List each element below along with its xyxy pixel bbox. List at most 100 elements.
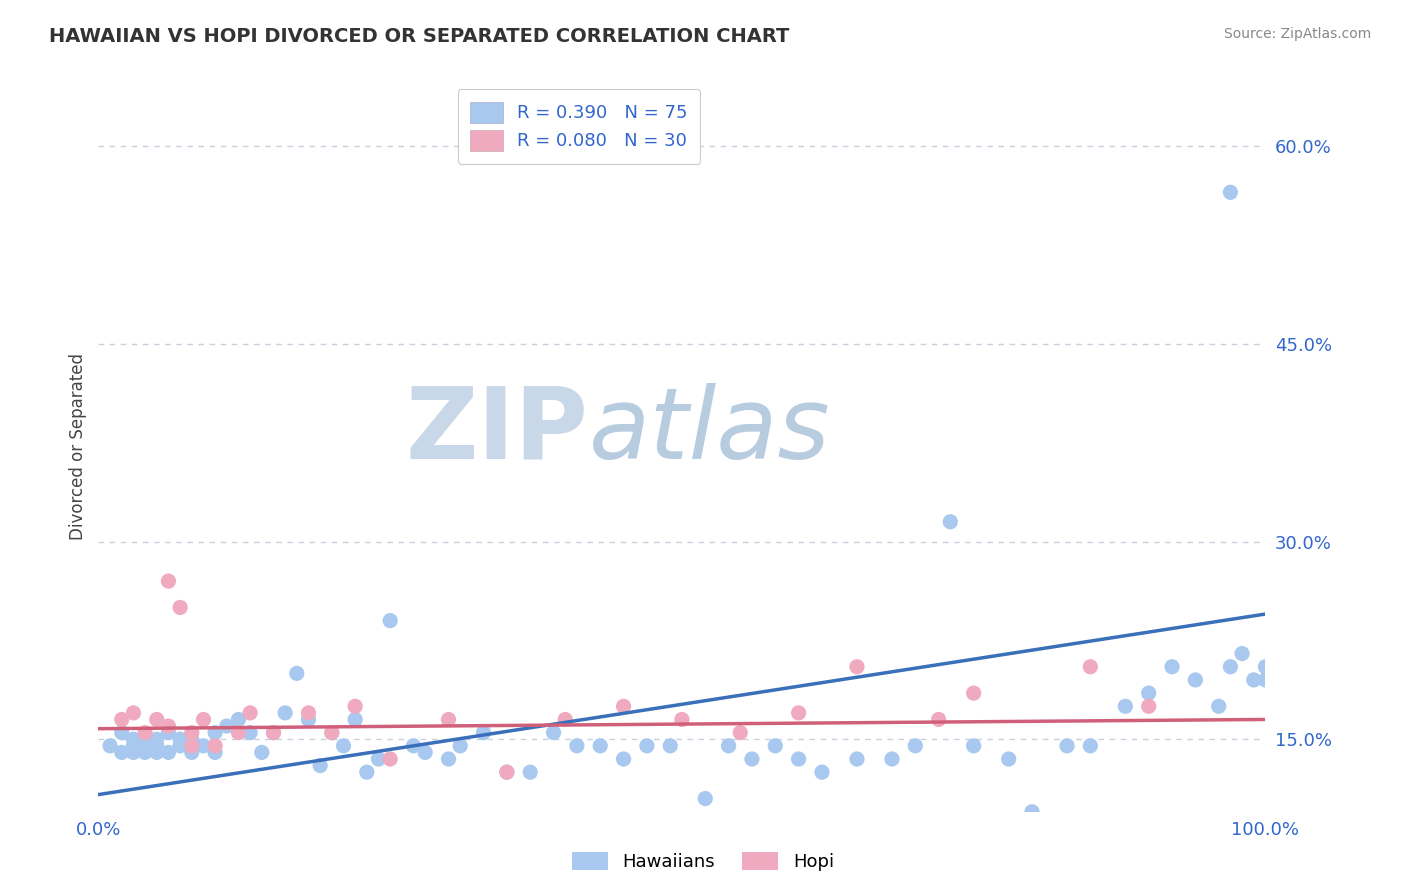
- Point: [228, 713, 250, 727]
- Point: [1137, 686, 1160, 700]
- Point: [297, 713, 319, 727]
- Point: [98, 739, 121, 753]
- Point: [811, 765, 834, 780]
- Point: [1219, 186, 1241, 200]
- Point: [239, 706, 262, 720]
- Point: [1184, 673, 1206, 687]
- Point: [274, 706, 297, 720]
- Point: [1021, 805, 1043, 819]
- Point: [157, 725, 180, 739]
- Point: [380, 752, 402, 766]
- Point: [1161, 659, 1184, 673]
- Point: [613, 699, 636, 714]
- Point: [122, 732, 145, 747]
- Point: [554, 713, 576, 727]
- Point: [787, 706, 810, 720]
- Point: [111, 725, 134, 739]
- Point: [659, 739, 682, 753]
- Point: [589, 739, 612, 753]
- Point: [671, 713, 693, 727]
- Point: [204, 746, 226, 760]
- Point: [321, 725, 343, 739]
- Point: [262, 725, 284, 739]
- Point: [997, 752, 1019, 766]
- Point: [356, 765, 378, 780]
- Point: [962, 739, 984, 753]
- Point: [1137, 699, 1160, 714]
- Y-axis label: Divorced or Separated: Divorced or Separated: [69, 352, 87, 540]
- Point: [332, 739, 354, 753]
- Point: [496, 765, 519, 780]
- Legend: R = 0.390   N = 75, R = 0.080   N = 30: R = 0.390 N = 75, R = 0.080 N = 30: [457, 89, 700, 163]
- Point: [763, 739, 786, 753]
- Point: [904, 739, 927, 753]
- Point: [134, 725, 156, 739]
- Point: [1080, 739, 1102, 753]
- Point: [157, 746, 180, 760]
- Point: [1208, 699, 1230, 714]
- Point: [157, 574, 180, 588]
- Point: [111, 746, 134, 760]
- Text: atlas: atlas: [589, 383, 830, 480]
- Point: [1243, 673, 1265, 687]
- Point: [1254, 659, 1277, 673]
- Point: [543, 725, 565, 739]
- Point: [122, 746, 145, 760]
- Point: [180, 732, 202, 747]
- Point: [437, 713, 460, 727]
- Point: [250, 746, 273, 760]
- Point: [880, 752, 903, 766]
- Text: HAWAIIAN VS HOPI DIVORCED OR SEPARATED CORRELATION CHART: HAWAIIAN VS HOPI DIVORCED OR SEPARATED C…: [49, 27, 790, 45]
- Point: [741, 752, 763, 766]
- Point: [321, 725, 343, 739]
- Point: [1230, 647, 1253, 661]
- Point: [962, 686, 984, 700]
- Point: [437, 752, 460, 766]
- Point: [413, 746, 436, 760]
- Point: [846, 659, 869, 673]
- Point: [193, 739, 215, 753]
- Point: [285, 666, 308, 681]
- Point: [146, 739, 169, 753]
- Point: [730, 725, 752, 739]
- Point: [344, 699, 367, 714]
- Point: [1219, 659, 1241, 673]
- Point: [169, 739, 191, 753]
- Point: [239, 725, 262, 739]
- Point: [169, 600, 191, 615]
- Point: [519, 765, 541, 780]
- Point: [449, 739, 471, 753]
- Text: Source: ZipAtlas.com: Source: ZipAtlas.com: [1223, 27, 1371, 41]
- Point: [146, 713, 169, 727]
- Point: [402, 739, 425, 753]
- Point: [472, 725, 495, 739]
- Point: [787, 752, 810, 766]
- Point: [122, 739, 145, 753]
- Point: [613, 752, 636, 766]
- Point: [169, 732, 191, 747]
- Point: [134, 739, 156, 753]
- Point: [1114, 699, 1136, 714]
- Point: [215, 719, 238, 733]
- Point: [380, 614, 402, 628]
- Point: [636, 739, 658, 753]
- Point: [228, 725, 250, 739]
- Point: [1080, 659, 1102, 673]
- Point: [1056, 739, 1078, 753]
- Point: [134, 746, 156, 760]
- Point: [309, 758, 332, 772]
- Point: [157, 719, 180, 733]
- Point: [204, 725, 226, 739]
- Point: [262, 725, 284, 739]
- Point: [180, 746, 202, 760]
- Point: [180, 725, 202, 739]
- Point: [717, 739, 740, 753]
- Point: [134, 732, 156, 747]
- Point: [193, 713, 215, 727]
- Point: [367, 752, 389, 766]
- Point: [146, 746, 169, 760]
- Point: [565, 739, 588, 753]
- Legend: Hawaiians, Hopi: Hawaiians, Hopi: [565, 845, 841, 879]
- Point: [939, 515, 962, 529]
- Point: [344, 713, 367, 727]
